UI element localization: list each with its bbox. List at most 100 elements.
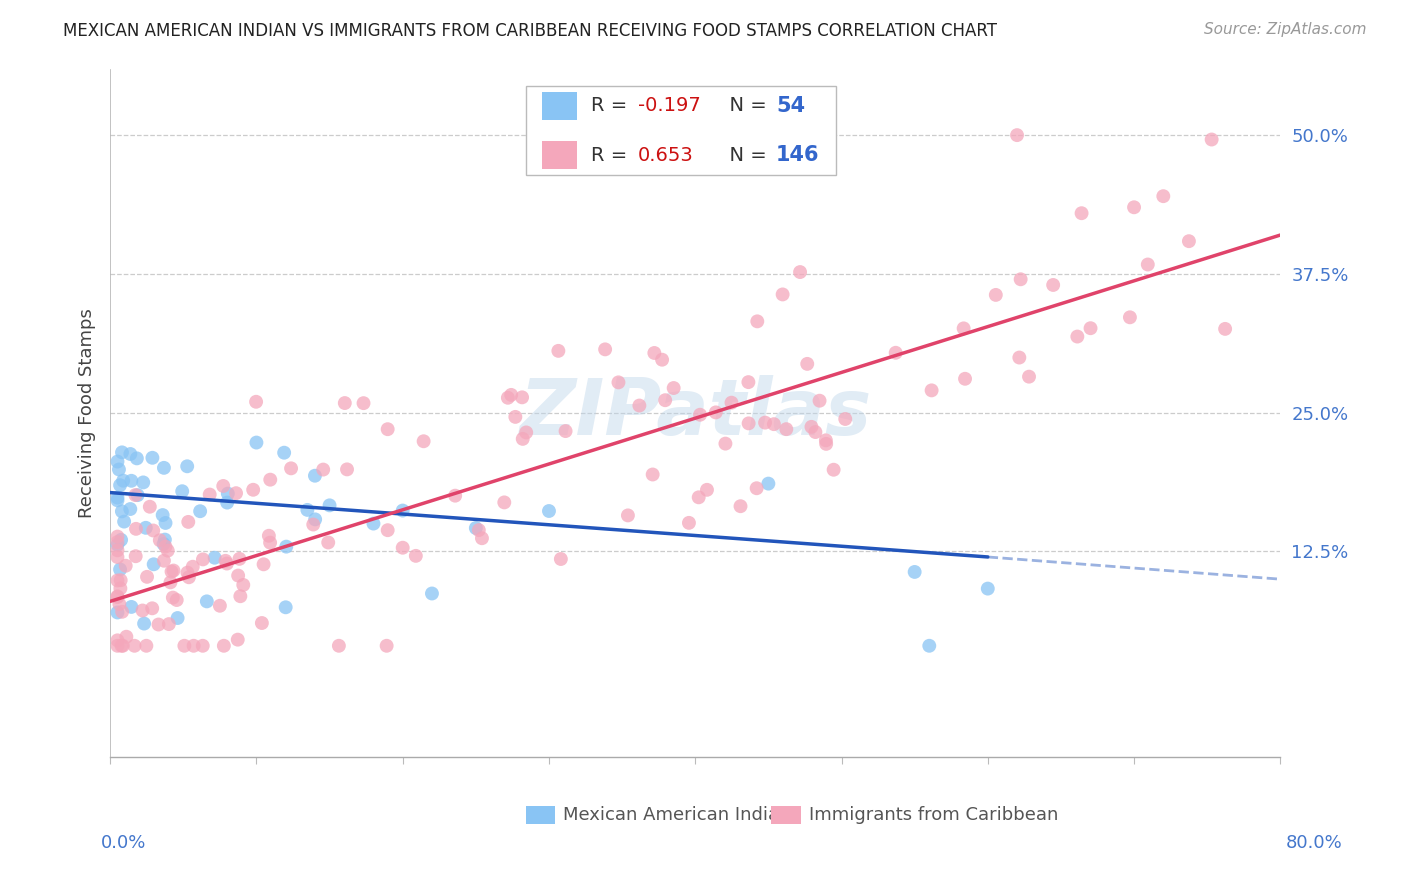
Point bbox=[689, 408, 711, 422]
Point bbox=[593, 343, 616, 357]
Point bbox=[107, 530, 129, 544]
Point bbox=[501, 388, 523, 402]
Point bbox=[108, 597, 131, 611]
Point bbox=[377, 422, 399, 436]
Point bbox=[1010, 272, 1032, 286]
Text: -0.197: -0.197 bbox=[638, 96, 700, 115]
Point bbox=[195, 594, 218, 608]
Text: 80.0%: 80.0% bbox=[1286, 834, 1343, 852]
Point bbox=[884, 345, 907, 359]
Point bbox=[921, 384, 943, 398]
Point bbox=[132, 475, 155, 490]
Point bbox=[775, 422, 797, 436]
Point bbox=[183, 639, 205, 653]
Point bbox=[651, 352, 673, 367]
Point bbox=[617, 508, 640, 523]
Point bbox=[136, 570, 159, 584]
Text: Mexican American Indians: Mexican American Indians bbox=[562, 805, 800, 823]
Point bbox=[259, 473, 281, 487]
Point bbox=[1178, 234, 1201, 248]
Point bbox=[139, 500, 162, 514]
Point bbox=[333, 396, 356, 410]
Point bbox=[641, 467, 664, 482]
Text: ZIPatlas: ZIPatlas bbox=[519, 375, 872, 450]
Point bbox=[120, 447, 142, 461]
Text: 0.0%: 0.0% bbox=[101, 834, 146, 852]
Point bbox=[153, 533, 176, 547]
FancyBboxPatch shape bbox=[541, 141, 576, 169]
Point bbox=[226, 632, 249, 647]
Text: 146: 146 bbox=[776, 145, 820, 165]
Point bbox=[1119, 310, 1142, 325]
Point bbox=[808, 393, 831, 408]
Point bbox=[148, 617, 170, 632]
Point bbox=[108, 562, 131, 576]
Point bbox=[157, 617, 180, 632]
Point bbox=[377, 523, 399, 537]
Point bbox=[217, 486, 239, 500]
Point bbox=[1123, 200, 1146, 214]
Point bbox=[754, 416, 776, 430]
Point bbox=[353, 396, 375, 410]
Point bbox=[464, 521, 486, 535]
Point bbox=[730, 499, 752, 513]
Point bbox=[173, 639, 195, 653]
FancyBboxPatch shape bbox=[526, 806, 555, 823]
Point bbox=[904, 565, 927, 579]
Point bbox=[737, 417, 759, 431]
Point bbox=[112, 515, 135, 529]
Point bbox=[176, 459, 198, 474]
Text: R =: R = bbox=[591, 145, 634, 164]
Point bbox=[112, 474, 135, 488]
Point bbox=[217, 495, 239, 509]
Point bbox=[444, 489, 467, 503]
Point bbox=[153, 460, 176, 475]
Point bbox=[336, 462, 359, 476]
Point bbox=[304, 512, 326, 526]
Point bbox=[152, 508, 174, 522]
Point bbox=[512, 432, 534, 446]
Point bbox=[471, 531, 494, 545]
Point bbox=[142, 524, 165, 538]
Point bbox=[800, 420, 823, 434]
Point bbox=[789, 265, 811, 279]
Point bbox=[114, 558, 136, 573]
Point bbox=[762, 417, 785, 432]
Point bbox=[804, 425, 827, 439]
Point bbox=[952, 321, 974, 335]
Point bbox=[156, 543, 179, 558]
Point bbox=[814, 434, 837, 448]
Point bbox=[111, 639, 134, 653]
Point bbox=[120, 502, 142, 516]
Point bbox=[252, 558, 274, 572]
Point bbox=[984, 288, 1007, 302]
Point bbox=[228, 552, 250, 566]
Point bbox=[554, 424, 576, 438]
Point bbox=[149, 533, 172, 548]
Point bbox=[124, 639, 146, 653]
Point bbox=[177, 515, 200, 529]
Point bbox=[737, 375, 759, 389]
Point bbox=[172, 484, 194, 499]
Point bbox=[111, 605, 134, 619]
Point bbox=[204, 550, 226, 565]
Point bbox=[177, 570, 200, 584]
Text: Source: ZipAtlas.com: Source: ZipAtlas.com bbox=[1204, 22, 1367, 37]
Point bbox=[135, 639, 157, 653]
Point bbox=[468, 523, 491, 537]
Point bbox=[111, 445, 134, 459]
Point bbox=[607, 376, 630, 390]
Point bbox=[815, 437, 838, 451]
Point bbox=[1136, 258, 1159, 272]
Point bbox=[720, 395, 742, 409]
Point bbox=[550, 552, 572, 566]
Point bbox=[977, 582, 1000, 596]
Point bbox=[107, 535, 129, 549]
Point bbox=[259, 535, 281, 549]
Point bbox=[918, 639, 941, 653]
FancyBboxPatch shape bbox=[772, 806, 800, 823]
Point bbox=[758, 476, 780, 491]
Point bbox=[162, 591, 184, 605]
Point bbox=[208, 599, 231, 613]
Point bbox=[375, 639, 398, 653]
